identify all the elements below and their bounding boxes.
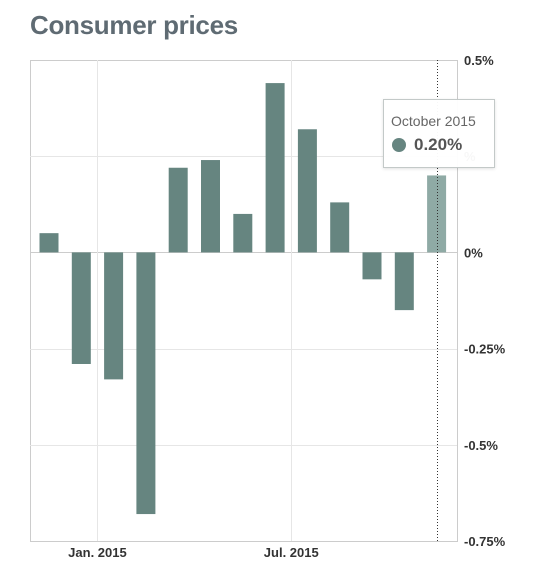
bar[interactable]: [104, 252, 124, 380]
bar[interactable]: [39, 233, 59, 253]
bar[interactable]: [265, 83, 285, 253]
bars: [39, 83, 447, 515]
tooltip-series-marker-icon: [392, 138, 406, 152]
bar[interactable]: [330, 202, 350, 253]
tooltip-date: October 2015: [391, 113, 476, 129]
x-tick-label: Jul. 2015: [264, 545, 319, 560]
bar-highlighted[interactable]: [427, 175, 447, 253]
bar[interactable]: [394, 252, 414, 311]
bar[interactable]: [71, 252, 91, 364]
bar[interactable]: [362, 252, 382, 280]
bar[interactable]: [168, 167, 188, 253]
bar[interactable]: [136, 252, 156, 515]
y-tick-label: 0.5%: [464, 53, 494, 68]
x-tick-label: Jan. 2015: [68, 545, 127, 560]
y-tick-label: 0%: [464, 245, 483, 260]
bar[interactable]: [233, 213, 253, 253]
y-tick-label: -0.75%: [464, 534, 506, 549]
bar[interactable]: [201, 160, 220, 253]
x-axis-ticks: Jan. 2015 Jul. 2015: [68, 545, 319, 560]
bar[interactable]: [297, 129, 317, 253]
tooltip-value: 0.20%: [414, 135, 463, 154]
plot-frame: [30, 60, 458, 542]
y-tick-label: -0.25%: [464, 342, 506, 357]
y-tick-label: -0.5%: [464, 438, 498, 453]
y-axis-ticks: 0.5%%0%-0.25%-0.5%-0.75%: [464, 53, 506, 549]
chart-title: Consumer prices: [30, 10, 238, 40]
tooltip: October 2015 0.20%: [383, 99, 495, 168]
